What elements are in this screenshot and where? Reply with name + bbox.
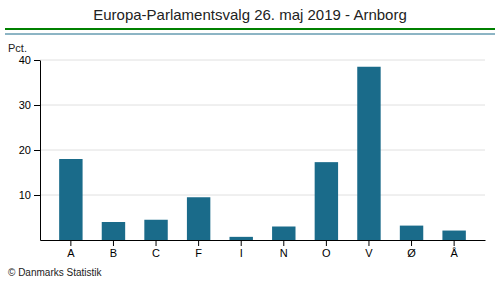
x-tick: I [240,240,243,259]
x-tick-label: I [240,247,243,259]
bar [187,197,210,240]
x-tick: N [280,240,288,259]
y-tick-mark [34,60,40,61]
x-tick: O [322,240,331,259]
x-axis: ABCFINOVØÅ [41,240,486,259]
x-tick-mark [198,240,199,246]
x-tick-label: A [67,247,75,259]
chart: Europa-Parlamentsvalg 26. maj 2019 - Arn… [0,0,500,282]
title: Europa-Parlamentsvalg 26. maj 2019 - Arn… [93,6,407,23]
grid-line [40,195,485,196]
y-tick-mark [34,195,40,196]
x-tick-label: O [322,247,331,259]
bars [59,67,466,240]
bar [357,67,380,240]
y-tick: 30 [19,99,40,111]
x-tick-mark [241,240,242,246]
x-tick-mark [113,240,114,246]
x-tick-mark [411,240,412,246]
y-tick: 20 [19,144,40,156]
x-tick: F [195,240,202,259]
x-tick-mark [326,240,327,246]
grid [40,60,485,195]
y-axis: 10 20 30 40 [19,54,41,240]
y-tick-label: 10 [19,189,31,201]
grid-line [40,105,485,106]
x-tick-label: F [195,247,202,259]
y-tick-label: 30 [19,99,31,111]
x-tick-mark [368,240,369,246]
x-tick-label: Ø [407,247,416,259]
y-tick-mark [34,150,40,151]
bar [315,162,338,240]
x-tick-label: N [280,247,288,259]
bar [144,220,167,240]
y-label: Pct. [8,42,27,54]
y-tick-label: 40 [19,54,31,66]
grid-line [40,150,485,151]
x-tick-label: V [365,247,373,259]
x-tick-mark [70,240,71,246]
title-rule [5,28,495,30]
bar [229,237,252,240]
x-axis-line [41,240,486,241]
x-tick-mark [283,240,284,246]
bar [102,222,125,240]
bar [400,226,423,240]
y-axis-line [40,61,41,241]
x-tick-label: B [110,247,117,259]
plot: 10 20 30 40 A B C F I N O V Ø Å Pct. [8,42,486,259]
x-tick-label: C [152,247,160,259]
x-tick-label: Å [450,247,458,259]
x-tick: A [67,240,75,259]
grid-line [40,60,485,61]
title-rule [5,34,495,35]
x-tick: C [152,240,160,259]
x-tick-mark [454,240,455,246]
footer: © Danmarks Statistik [8,267,103,278]
bar [442,231,465,240]
y-tick-mark [34,105,40,106]
y-tick: 40 [19,54,40,66]
x-tick-mark [156,240,157,246]
x-tick: Ø [407,240,416,259]
x-tick: B [110,240,117,259]
x-tick: Å [450,240,458,259]
y-tick: 10 [19,189,40,201]
bar [272,227,295,241]
bar [59,159,82,240]
x-tick: V [365,240,373,259]
y-tick-label: 20 [19,144,31,156]
